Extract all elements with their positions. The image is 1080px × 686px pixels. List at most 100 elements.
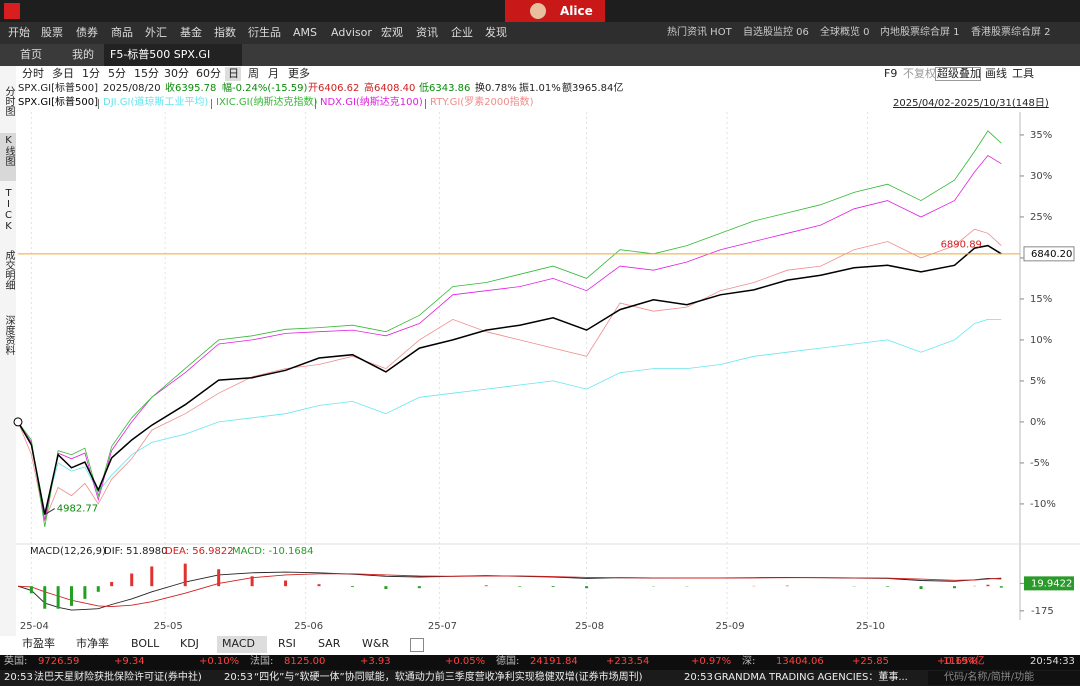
macd-bar <box>70 586 74 606</box>
side-tab[interactable]: TICK <box>3 188 14 232</box>
tab[interactable]: 我的 <box>72 48 94 61</box>
menu-item[interactable]: Advisor <box>331 26 372 39</box>
period-button[interactable]: 5分 <box>108 67 126 80</box>
menu-item[interactable]: 指数 <box>214 26 236 39</box>
tool-button[interactable]: 超级叠加 <box>937 67 981 80</box>
search-box[interactable]: 代码/名称/简拼/功能 <box>928 671 1080 685</box>
indicator-legend: MACD: -10.1684 <box>232 546 313 557</box>
tab[interactable]: F5-标普500 SPX.GI <box>110 48 211 61</box>
period-button[interactable]: 更多 <box>288 67 310 80</box>
menu-right-item[interactable]: 自选股监控 06 <box>743 27 809 38</box>
indicator-tab[interactable]: BOLL <box>131 637 160 650</box>
macd-bar <box>417 586 421 589</box>
menu-right-item[interactable]: 内地股票综合屏 1 <box>880 27 960 38</box>
menu-item[interactable]: AMS <box>293 26 317 39</box>
indicator-tab[interactable]: SAR <box>318 637 341 650</box>
menu-item[interactable]: 开始 <box>8 26 30 39</box>
quote-field: 额3965.84亿 <box>562 83 624 94</box>
tab[interactable]: 首页 <box>20 48 42 61</box>
tab-bar: 首页 我的 F5-标普500 SPX.GI <box>0 44 1080 66</box>
indicator-tab[interactable]: MACD <box>222 637 255 650</box>
menu-item[interactable]: 发现 <box>485 26 507 39</box>
user-tab[interactable] <box>505 0 605 22</box>
side-tab[interactable]: 分时图 <box>3 86 14 116</box>
legend-entry: DJI.GI(道琼斯工业平均) <box>103 97 209 108</box>
ticker-change: +9.34 <box>114 656 145 667</box>
menu-item[interactable]: 宏观 <box>381 26 403 39</box>
macd-bar <box>217 569 221 587</box>
menu-item[interactable]: 外汇 <box>145 26 167 39</box>
quote-field: 2025/08/20 <box>103 83 161 94</box>
cursor-marker <box>13 417 23 427</box>
ticker-pct: +0.10% <box>199 656 240 667</box>
add-indicator[interactable] <box>410 638 424 652</box>
legend-sep <box>315 99 316 109</box>
indicator-tab[interactable]: W&R <box>362 637 390 650</box>
news-text[interactable]: “四化”与“软硬一体”协同赋能，软通动力前三季度营收净利实现稳健双增(证券市场周… <box>254 672 643 683</box>
legend-entry: SPX.GI[标普500] <box>18 97 98 108</box>
quote-field: 换0.78% <box>475 83 517 94</box>
y-tick-label: 30% <box>1030 171 1052 182</box>
ticker-price: 24191.84 <box>530 656 578 667</box>
menu-right-item[interactable]: 香港股票综合屏 2 <box>971 27 1051 38</box>
side-tab[interactable]: 成交明细 <box>3 250 14 290</box>
period-button[interactable]: 15分 <box>134 67 159 80</box>
menu-right-item[interactable]: 热门资讯 HOT <box>667 27 732 38</box>
legend-sep <box>98 99 99 109</box>
menu-right-item[interactable]: 全球概览 0 <box>820 27 870 38</box>
x-tick-label: 25-05 <box>154 621 183 632</box>
menu-item[interactable]: 衍生品 <box>248 26 281 39</box>
side-tab[interactable]: K线图 <box>3 135 14 166</box>
y-tick-label: -5% <box>1030 458 1049 469</box>
active-tab-bg <box>104 44 242 66</box>
ticker-pct: +0.97% <box>691 656 732 667</box>
low-pointer <box>44 508 56 516</box>
low-label: 4982.77 <box>57 504 98 515</box>
macd-bar <box>110 581 114 587</box>
macd-bar <box>150 566 154 587</box>
y-tick-label: 25% <box>1030 212 1052 223</box>
menu-item[interactable]: 债券 <box>76 26 98 39</box>
news-text[interactable]: 法巴天星财险获批保险许可证(券中社) <box>34 672 202 683</box>
ticker-name: 英国: <box>4 656 28 667</box>
x-tick-label: 25-06 <box>294 621 323 632</box>
ticker-name: 德国: <box>496 656 520 667</box>
period-button[interactable]: 60分 <box>196 67 221 80</box>
period-button[interactable]: 30分 <box>164 67 189 80</box>
indicator-tab[interactable]: RSI <box>278 637 296 650</box>
high-label: 6890.89 <box>941 240 982 251</box>
y-tick-label: -175 <box>1031 606 1054 617</box>
macd-bar <box>284 580 288 587</box>
tool-button[interactable]: 工具 <box>1012 67 1034 80</box>
macd-bar <box>551 586 555 588</box>
ticker-name: 深: <box>742 656 756 667</box>
indicator-tab[interactable]: KDJ <box>180 637 199 650</box>
period-button[interactable]: 分时 <box>22 67 44 80</box>
period-active <box>225 67 241 81</box>
tool-button[interactable]: 不复权 <box>903 67 936 80</box>
period-button[interactable]: 周 <box>248 67 259 80</box>
period-button[interactable]: 日 <box>228 67 239 80</box>
macd-bar <box>56 586 60 609</box>
menu-item[interactable]: 资讯 <box>416 26 438 39</box>
period-button[interactable]: 多日 <box>52 67 74 80</box>
menu-item[interactable]: 股票 <box>41 26 63 39</box>
menu-item[interactable]: 企业 <box>451 26 473 39</box>
tool-button[interactable]: F9 <box>884 67 898 80</box>
indicator-tab[interactable]: 市盈率 <box>22 637 55 650</box>
period-button[interactable]: 月 <box>268 67 279 80</box>
indicator-title: MACD(12,26,9) <box>30 546 106 557</box>
news-time: 20:53 <box>4 672 33 683</box>
ticker-change: +233.54 <box>606 656 650 667</box>
last-price-label: 6840.20 <box>1031 249 1072 260</box>
macd-bar <box>785 585 789 587</box>
tool-button[interactable]: 画线 <box>985 67 1007 80</box>
menu-item[interactable]: 基金 <box>180 26 202 39</box>
indicator-tab[interactable]: 市净率 <box>76 637 109 650</box>
news-text[interactable]: GRANDMA TRADING AGENCIES：董事... <box>714 672 908 683</box>
menu-item[interactable]: 商品 <box>111 26 133 39</box>
legend-sep <box>211 99 212 109</box>
quote-field: 幅-0.24%(-15.59) <box>222 83 308 94</box>
side-tab[interactable]: 深度资料 <box>3 315 14 355</box>
period-button[interactable]: 1分 <box>82 67 100 80</box>
